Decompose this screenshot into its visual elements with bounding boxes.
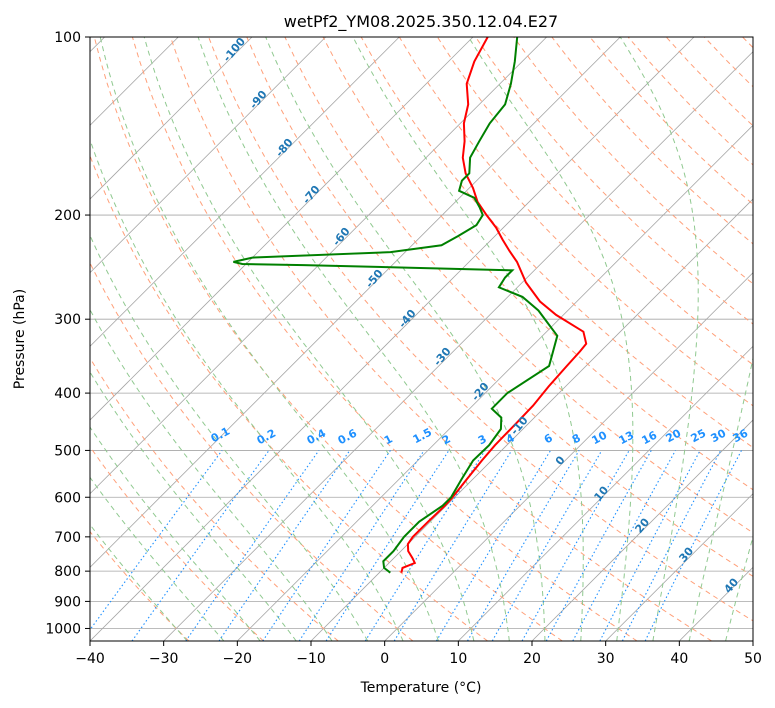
isotherm-line xyxy=(90,37,547,495)
moist-adiabat-line xyxy=(352,37,584,641)
dewpoint-profile-line xyxy=(233,37,559,574)
mixing-ratio-line xyxy=(131,450,270,641)
y-tick-label: 1000 xyxy=(45,621,81,637)
dry-adiabat-line xyxy=(90,154,488,641)
x-tick-label: −30 xyxy=(149,651,179,667)
moist-adiabat-line xyxy=(143,37,475,641)
mixing-ratio-line xyxy=(90,450,223,631)
dry-adiabat-line xyxy=(513,37,753,285)
y-tick-label: 400 xyxy=(54,386,81,402)
mixing-ratio-label: 16 xyxy=(640,428,660,447)
x-tick-label: 0 xyxy=(380,651,389,667)
mixing-ratio-label: 13 xyxy=(617,429,637,448)
x-tick-label: −10 xyxy=(296,651,326,667)
dry-adiabat-line xyxy=(131,37,638,641)
mixing-ratio-label: 25 xyxy=(689,427,709,446)
x-tick-label: −40 xyxy=(75,651,105,667)
x-tick-label: 10 xyxy=(449,651,467,667)
isotherm-line xyxy=(90,37,621,568)
mixing-ratio-line xyxy=(262,450,391,641)
mixing-ratio-line xyxy=(218,450,351,641)
moist-adiabat-line xyxy=(99,37,439,641)
isotherm-line xyxy=(90,37,326,274)
temperature-profile-line xyxy=(400,37,588,573)
y-tick-label: 500 xyxy=(54,443,81,459)
isotherm-line xyxy=(531,419,753,641)
isotherm-line xyxy=(163,51,753,641)
mixing-ratio-line xyxy=(621,450,722,641)
dry-adiabat-line xyxy=(90,530,190,641)
y-tick-label: 100 xyxy=(54,30,81,46)
moist-adiabat-line xyxy=(90,138,404,641)
y-tick-label: 600 xyxy=(54,490,81,506)
mixing-ratio-line xyxy=(185,450,320,641)
x-axis-label: Temperature (°C) xyxy=(360,680,482,696)
mixing-ratio-label: 20 xyxy=(664,426,684,445)
x-tick-label: 50 xyxy=(744,651,762,667)
isotherm-line xyxy=(458,345,753,641)
y-tick-label: 800 xyxy=(54,564,81,580)
x-tick-label: 30 xyxy=(597,651,615,667)
dry-adiabat-line xyxy=(398,37,753,407)
isotherm-line xyxy=(605,493,753,641)
moist-adiabat-line xyxy=(619,37,699,641)
y-tick-label: 200 xyxy=(54,208,81,224)
mixing-ratio-line xyxy=(393,450,513,641)
isotherm-line xyxy=(90,37,474,421)
moist-adiabat-line xyxy=(90,426,261,641)
dry-adiabat-line xyxy=(246,37,753,577)
chart-profiles xyxy=(233,37,588,574)
x-tick-label: 20 xyxy=(523,651,541,667)
moist-adiabat-line xyxy=(90,476,225,641)
mixing-ratio-line xyxy=(545,450,652,641)
dry-adiabat-line xyxy=(90,445,264,641)
mixing-ratio-label: 30 xyxy=(709,426,729,445)
mixing-ratio-line xyxy=(325,450,450,641)
y-tick-label: 900 xyxy=(54,594,81,610)
isotherm-line xyxy=(384,272,753,641)
isotherm-line xyxy=(90,37,253,200)
isotherm-line xyxy=(237,124,753,641)
mixing-ratio-line xyxy=(298,450,425,641)
dry-adiabat-line xyxy=(90,261,414,641)
mixing-ratio-line xyxy=(644,450,742,641)
isotherm-line xyxy=(90,37,400,347)
mixing-ratio-line xyxy=(572,450,676,641)
y-axis: 100 200 300 400 500 600 700 800 900 1000 xyxy=(45,30,90,637)
plot-frame xyxy=(89,36,754,642)
y-tick-label: 300 xyxy=(54,312,81,328)
moist-adiabat-line xyxy=(90,523,188,641)
dry-adiabat-line xyxy=(93,37,563,641)
moist-adiabat-line xyxy=(265,37,546,641)
mixing-ratio-line xyxy=(521,450,630,641)
dry-adiabat-line xyxy=(90,357,339,641)
dry-adiabat-line xyxy=(170,37,712,641)
dry-adiabat-line xyxy=(208,37,753,622)
mixing-ratio-label: 10 xyxy=(590,428,610,447)
x-tick-label: −20 xyxy=(223,651,253,667)
mixing-ratio-label: 36 xyxy=(731,426,751,445)
x-axis: −40 −30 −20 −10 0 10 20 30 40 50 xyxy=(75,641,762,667)
isotherm-line xyxy=(90,37,695,641)
dry-adiabat-line xyxy=(360,37,753,449)
y-tick-label: 700 xyxy=(54,530,81,546)
x-tick-label: 40 xyxy=(670,651,688,667)
y-axis-label: Pressure (hPa) xyxy=(12,289,28,389)
moist-adiabat-line xyxy=(90,234,369,641)
moist-adiabat-line xyxy=(90,371,297,641)
chart-grid xyxy=(90,37,753,641)
chart-title: wetPf2_YM08.2025.350.12.04.E27 xyxy=(284,12,558,32)
